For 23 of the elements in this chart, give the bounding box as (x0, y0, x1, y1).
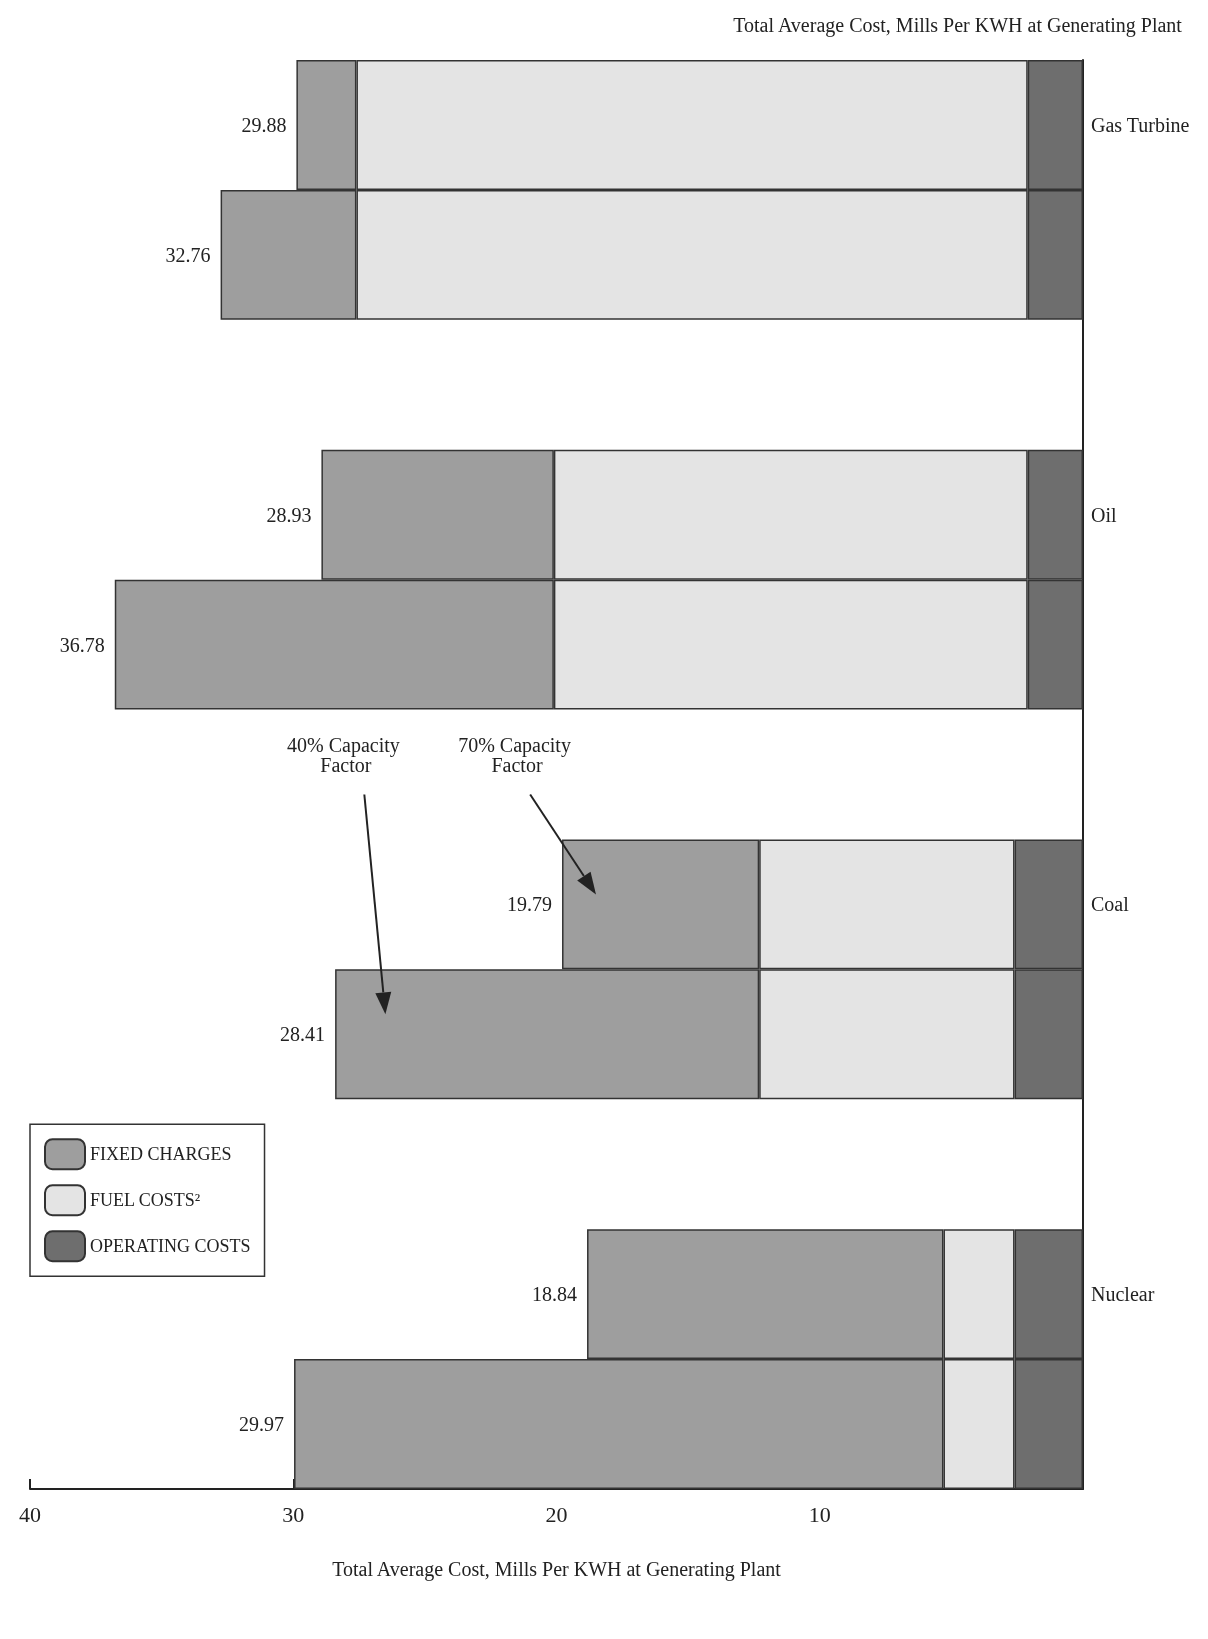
legend-label: FIXED CHARGES (90, 1144, 232, 1165)
total-label: 29.97 (239, 1413, 285, 1436)
total-label: 29.88 (241, 113, 287, 136)
total-label: 19.79 (507, 893, 553, 916)
total-label: 32.76 (165, 243, 211, 266)
y-tick-label: Nuclear (1091, 1283, 1155, 1306)
legend-label: FUEL COSTS² (90, 1190, 201, 1211)
x-tick-label: 40 (19, 1501, 41, 1527)
chart-title: Total Average Cost, Mills Per KWH at Generating Plant (733, 14, 1183, 37)
legend-label: OPERATING COSTS (90, 1236, 251, 1257)
x-axis-title: Total Average Cost, Mills Per KWH at Generating Plant (332, 1558, 782, 1581)
annotation: 40% Capacity Factor (287, 733, 405, 776)
total-label: 18.84 (532, 1283, 578, 1306)
x-tick-label: 20 (545, 1501, 568, 1527)
total-label: 28.41 (280, 1023, 326, 1046)
total-label: 36.78 (59, 633, 105, 656)
annotation: 70% Capacity Factor (458, 733, 576, 776)
total-label: 28.93 (266, 503, 312, 526)
y-tick-label: Oil (1091, 503, 1117, 526)
y-tick-label: Gas Turbine (1091, 113, 1190, 136)
y-tick-label: Coal (1091, 893, 1130, 916)
x-tick-label: 10 (808, 1501, 831, 1527)
x-tick-label: 30 (282, 1501, 305, 1527)
